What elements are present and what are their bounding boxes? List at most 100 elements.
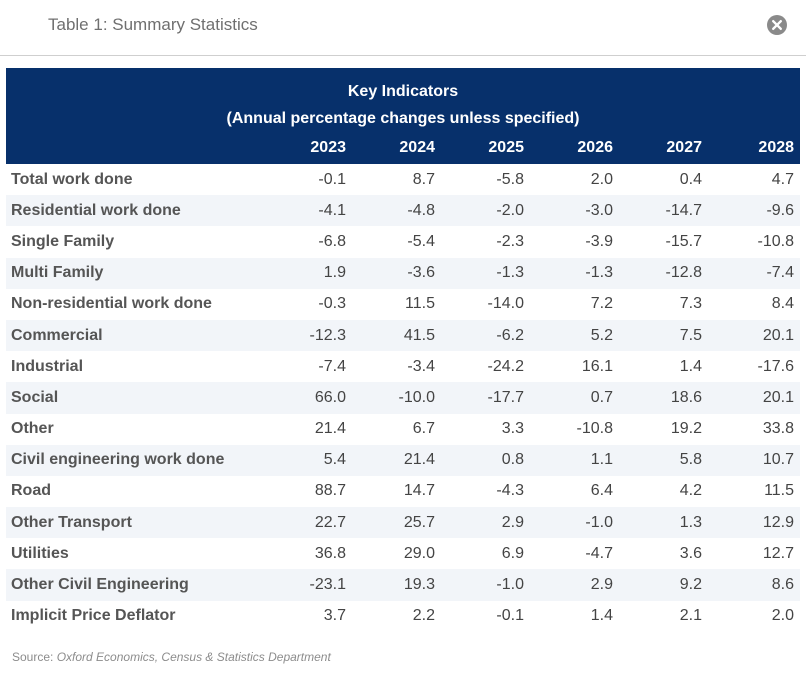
table-row: Other Transport 22.7 25.7 2.9 -1.0 1.3 12.9: [6, 507, 801, 539]
table-row: Multi Family 1.9 -3.6 -1.3 -1.3 -12.8 -7.4: [6, 257, 801, 289]
value-cell: 29.0: [403, 544, 435, 562]
value-cell: 8.7: [412, 170, 435, 188]
table-row: Civil engineering work done 5.4 21.4 0.8 1.1…: [6, 444, 801, 476]
value-cell: 25.7: [352, 507, 441, 539]
value-cell: 7.5: [619, 319, 708, 352]
value-cell: 16.1: [581, 357, 613, 375]
value-cell: -14.0: [487, 295, 524, 313]
value-cell: 0.7: [530, 382, 619, 414]
value-cell: -0.1: [318, 170, 346, 188]
value-cell: -6.2: [441, 319, 530, 352]
year-header: 2027: [619, 132, 708, 164]
value-cell: 20.1: [708, 319, 801, 352]
value-cell: 6.4: [590, 482, 613, 500]
value-cell: 4.7: [771, 170, 795, 188]
value-cell: 11.5: [405, 295, 435, 313]
value-cell: -1.0: [441, 569, 530, 601]
value-cell: 6.9: [501, 544, 524, 562]
value-cell: -24.2: [487, 357, 524, 375]
value-cell: 21.4: [314, 420, 346, 438]
row-label: Implicit Price Deflator: [11, 607, 176, 625]
value-cell: -5.4: [407, 232, 435, 250]
dialog-header: Table 1: Summary Statistics: [0, 0, 806, 56]
value-cell: 2.2: [412, 607, 435, 625]
year-header: 2026: [530, 132, 619, 164]
year-header: 2023: [263, 132, 352, 164]
summary-table-container: Key Indicators (Annual percentage change…: [6, 68, 801, 632]
value-cell: 3.7: [323, 607, 346, 625]
value-cell: 18.6: [619, 382, 708, 414]
value-cell: 2.1: [679, 607, 702, 625]
value-cell: -4.1: [263, 195, 352, 227]
value-cell: -4.7: [585, 544, 613, 562]
value-cell: 2.9: [441, 507, 530, 539]
value-cell: 21.4: [352, 444, 441, 476]
value-cell: 0.4: [679, 170, 702, 188]
value-cell: -4.3: [496, 482, 524, 500]
value-cell: 1.9: [263, 257, 352, 289]
value-cell: -15.7: [665, 232, 702, 250]
table-row: Industrial -7.4 -3.4 -24.2 16.1 1.4 -17.6: [6, 351, 800, 382]
value-cell: -5.8: [496, 170, 524, 188]
value-cell: 14.7: [403, 482, 435, 500]
value-cell: -12.8: [619, 257, 708, 289]
row-label: Social: [6, 382, 263, 414]
row-label: Multi Family: [6, 257, 263, 289]
value-cell: -3.0: [530, 195, 619, 227]
value-cell: -3.4: [407, 357, 435, 375]
value-cell: -3.6: [352, 257, 441, 289]
row-label: Non-residential work done: [11, 295, 212, 313]
value-cell: 19.2: [670, 420, 702, 438]
row-label: Total work done: [11, 170, 133, 188]
value-cell: -3.9: [585, 232, 613, 250]
row-label: Single Family: [11, 232, 115, 250]
value-cell: 1.3: [619, 507, 708, 539]
value-cell: 33.8: [762, 420, 795, 438]
value-cell: 2.0: [771, 607, 795, 625]
value-cell: 22.7: [263, 507, 352, 539]
table-row: Residential work done -4.1 -4.8 -2.0 -3.0 -14…: [6, 195, 801, 227]
value-cell: 2.9: [530, 569, 619, 601]
table-title: Key Indicators: [6, 68, 801, 105]
table-row: Road 88.7 14.7 -4.3 6.4 4.2 11.5: [6, 476, 800, 507]
close-button[interactable]: [767, 15, 787, 35]
value-cell: 36.8: [314, 544, 346, 562]
value-cell: 12.7: [762, 544, 795, 562]
value-cell: -1.0: [530, 507, 619, 539]
value-cell: 1.4: [679, 357, 702, 375]
label-column-header: [6, 132, 263, 164]
table-row: Single Family -6.8 -5.4 -2.3 -3.9 -15.7 -10.8: [6, 226, 800, 257]
value-cell: -17.7: [441, 382, 530, 414]
row-label: Industrial: [11, 357, 84, 375]
value-cell: 8.4: [771, 295, 795, 313]
value-cell: -12.3: [263, 319, 352, 352]
table-row: Total work done -0.1 8.7 -5.8 2.0 0.4 4.7: [6, 164, 800, 195]
value-cell: 9.2: [619, 569, 708, 601]
value-cell: 41.5: [352, 319, 441, 352]
value-cell: 6.7: [412, 420, 435, 438]
value-cell: 8.6: [708, 569, 801, 601]
value-cell: -7.4: [708, 257, 801, 289]
table-row: Utilities 36.8 29.0 6.9 -4.7 3.6 12.7: [6, 538, 800, 569]
row-label: Residential work done: [6, 195, 263, 227]
value-cell: 0.8: [441, 444, 530, 476]
value-cell: -7.4: [318, 357, 346, 375]
summary-table: Key Indicators (Annual percentage change…: [6, 68, 801, 632]
table-row: Social 66.0 -10.0 -17.7 0.7 18.6 20.1: [6, 382, 801, 414]
row-label: Utilities: [11, 544, 69, 562]
table-subtitle: (Annual percentage changes unless specif…: [6, 105, 801, 132]
source-text: Oxford Economics, Census & Statistics De…: [56, 650, 331, 664]
value-cell: 2.0: [590, 170, 613, 188]
table-row: Other Civil Engineering -23.1 19.3 -1.0 2.9 9…: [6, 569, 801, 601]
value-cell: 10.7: [708, 444, 801, 476]
year-header: 2025: [441, 132, 530, 164]
value-cell: 3.6: [679, 544, 702, 562]
table-row: Commercial -12.3 41.5 -6.2 5.2 7.5 20.1: [6, 319, 801, 352]
value-cell: 5.4: [263, 444, 352, 476]
table-row: Other 21.4 6.7 3.3 -10.8 19.2 33.8: [6, 414, 800, 445]
year-header: 2024: [352, 132, 441, 164]
value-cell: -10.8: [576, 420, 613, 438]
row-label: Other: [11, 420, 54, 438]
value-cell: -9.6: [708, 195, 801, 227]
value-cell: -2.3: [496, 232, 524, 250]
